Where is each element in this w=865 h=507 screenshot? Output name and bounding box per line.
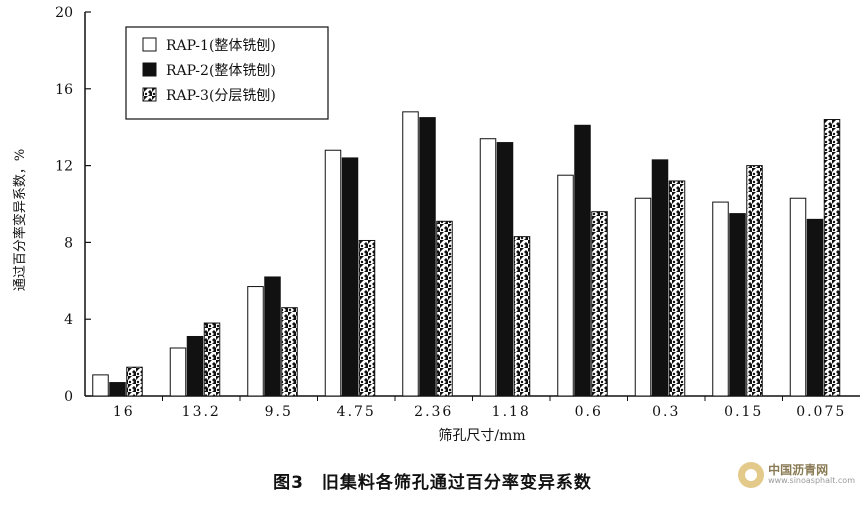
legend: RAP-1(整体铣刨) RAP-2(整体铣刨) RAP-3(分层铣刨) — [125, 26, 329, 120]
y-tick-label: 20 — [55, 5, 73, 21]
tick-labels: 0 4 8 12 16 20 16 13.2 9.5 4.75 2.36 1.18 0.6 0.3 0.15… — [55, 5, 846, 420]
y-axis-label: 通过百分率变异系数，% — [12, 149, 28, 291]
x-tick-label: 0.15 — [724, 404, 763, 420]
x-tick-label: 13.2 — [182, 404, 221, 420]
bar-2 — [341, 157, 359, 397]
bar-3 — [203, 322, 221, 397]
bar-3 — [436, 220, 453, 397]
bar-2 — [729, 213, 746, 397]
bar-1 — [634, 197, 652, 397]
x-tick-label: 9.5 — [265, 404, 293, 420]
bar-3 — [126, 366, 143, 397]
x-axis-label: 筛孔尺寸/mm — [438, 428, 525, 444]
x-tick-label: 4.75 — [337, 404, 376, 420]
bar-1 — [789, 197, 807, 397]
bar-3 — [668, 180, 686, 397]
bar-3 — [746, 165, 763, 397]
figure-caption: 图3 旧集料各筛孔通过百分率变异系数 — [273, 473, 592, 493]
bar-2 — [419, 117, 436, 397]
bar-1 — [92, 374, 109, 397]
legend-swatch-2 — [142, 62, 157, 77]
watermark-url: www.sinoasphalt.com — [768, 476, 855, 486]
legend-box — [125, 26, 329, 120]
bar-1 — [169, 347, 187, 397]
bar-3 — [823, 119, 841, 397]
legend-swatch-1 — [142, 37, 157, 52]
bar-1 — [402, 111, 419, 397]
x-tick-label: 0.6 — [575, 404, 603, 420]
watermark-name: 中国沥青网 — [768, 463, 829, 477]
watermark: 中国沥青网 www.sinoasphalt.com — [738, 462, 855, 488]
legend-label-1: RAP-1(整体铣刨) — [166, 38, 276, 54]
x-tick-label: 2.36 — [414, 404, 453, 420]
bars — [92, 111, 841, 397]
y-tick-label: 8 — [64, 235, 73, 251]
y-tick-label: 16 — [55, 82, 73, 98]
bar-3 — [281, 307, 298, 397]
x-tick-label: 0.3 — [652, 404, 680, 420]
bar-1 — [247, 286, 264, 397]
bar-1 — [712, 201, 729, 397]
y-tick-label: 0 — [64, 389, 73, 405]
watermark-logo-icon — [738, 462, 765, 488]
bar-3 — [513, 236, 531, 397]
x-tick-label: 0.075 — [796, 404, 846, 420]
bar-1 — [557, 174, 574, 397]
bar-1 — [479, 138, 497, 397]
x-tick-label: 16 — [113, 404, 135, 420]
bar-2 — [264, 276, 281, 397]
y-tick-label: 12 — [55, 159, 73, 175]
bar-2 — [109, 382, 126, 397]
x-tick-label: 1.18 — [492, 404, 531, 420]
legend-label-3: RAP-3(分层铣刨) — [166, 88, 276, 104]
bar-chart: 0 4 8 12 16 20 16 13.2 9.5 4.75 2.36 1.18 0.6 0.3 0.15… — [12, 5, 860, 444]
bar-2 — [496, 142, 514, 397]
bar-1 — [324, 149, 342, 397]
legend-label-2: RAP-2(整体铣刨) — [166, 63, 276, 79]
bar-3 — [358, 239, 376, 397]
bar-2 — [186, 335, 204, 397]
bar-2 — [574, 124, 591, 397]
legend-swatch-3 — [142, 87, 157, 102]
bar-2 — [806, 218, 824, 397]
y-tick-label: 4 — [64, 312, 73, 328]
bar-2 — [651, 159, 669, 397]
bar-3 — [591, 211, 608, 397]
